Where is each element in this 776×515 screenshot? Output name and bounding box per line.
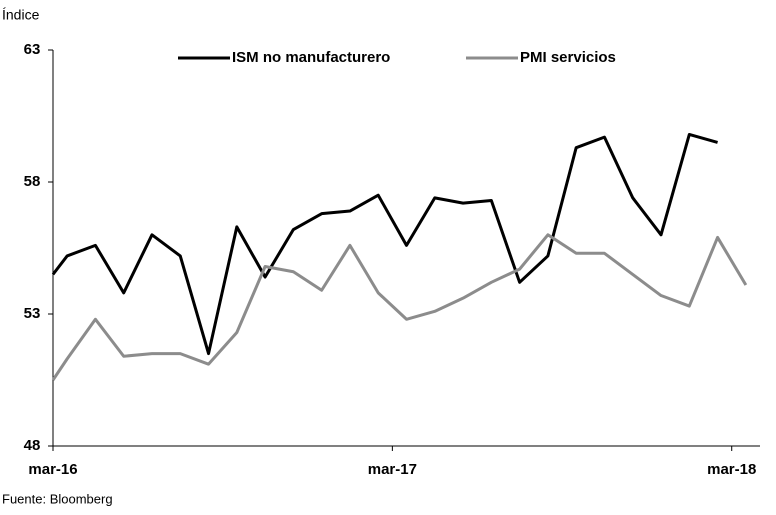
- series-line: [51, 132, 718, 356]
- x-tick-label: mar-17: [368, 461, 417, 478]
- series-line: [51, 233, 748, 381]
- y-tick-label: 58: [24, 173, 41, 190]
- source: Fuente: Bloomberg: [2, 491, 113, 506]
- y-tick-label: 53: [24, 305, 41, 322]
- y-axis-label: Índice: [2, 7, 40, 23]
- x-tick-label: mar-18: [707, 461, 756, 478]
- legend-label: PMI servicios: [520, 49, 616, 66]
- y-tick-label: 63: [24, 41, 41, 58]
- y-tick-label: 48: [24, 437, 41, 454]
- x-tick-label: mar-16: [28, 461, 77, 478]
- legend-label: ISM no manufacturero: [232, 49, 390, 66]
